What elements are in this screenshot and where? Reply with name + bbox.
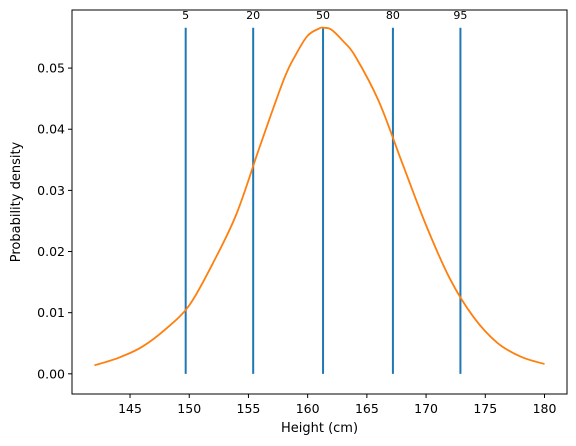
plot-frame [71, 9, 568, 395]
y-tick-label: 0.00 [37, 366, 65, 381]
x-tick-label: 155 [237, 401, 261, 416]
x-axis: 145 150 155 160 165 170 175 180 [118, 394, 556, 416]
y-axis-title: Probability density [9, 141, 24, 262]
percentile-label-5: 5 [182, 9, 189, 22]
x-tick-label: 145 [118, 401, 142, 416]
y-axis: 0.00 0.01 0.02 0.03 0.04 0.05 [37, 61, 72, 381]
x-tick-label: 160 [296, 401, 320, 416]
percentile-label-80: 80 [386, 9, 400, 22]
y-tick-label: 0.05 [37, 61, 65, 76]
density-curve [94, 26, 545, 367]
plot-area: 5 20 50 80 95 [94, 9, 545, 374]
x-axis-title: Height (cm) [281, 421, 358, 436]
x-tick-label: 150 [177, 401, 201, 416]
y-tick-label: 0.03 [37, 183, 65, 198]
x-tick-label: 165 [355, 401, 379, 416]
x-tick-label: 180 [533, 401, 557, 416]
y-tick-label: 0.02 [37, 244, 65, 259]
y-tick-label: 0.01 [37, 305, 65, 320]
y-tick-label: 0.04 [37, 122, 65, 137]
x-tick-label: 170 [414, 401, 438, 416]
x-tick-label: 175 [473, 401, 497, 416]
percentile-label-20: 20 [246, 9, 260, 22]
percentile-label-50: 50 [316, 9, 330, 22]
percentile-label-95: 95 [453, 9, 467, 22]
